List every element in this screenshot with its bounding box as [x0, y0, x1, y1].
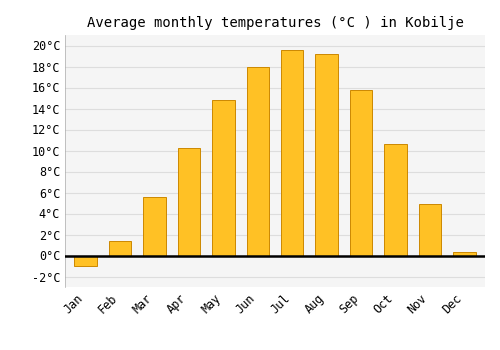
Bar	[178, 148, 200, 256]
Bar	[453, 252, 475, 256]
Bar	[418, 204, 441, 256]
Bar	[246, 66, 269, 256]
Bar	[74, 256, 97, 266]
Bar	[212, 100, 234, 256]
Title: Average monthly temperatures (°C ) in Kobilje: Average monthly temperatures (°C ) in Ko…	[86, 16, 464, 30]
Bar	[350, 90, 372, 256]
Bar	[384, 144, 406, 256]
Bar	[316, 54, 338, 256]
Bar	[281, 50, 303, 255]
Bar	[109, 241, 132, 256]
Bar	[144, 197, 166, 256]
